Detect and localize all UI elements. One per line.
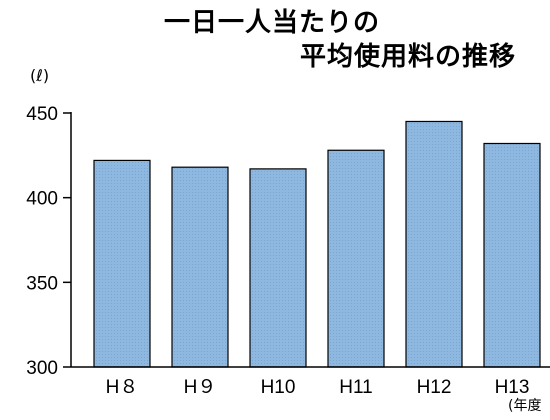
bar-H12	[405, 120, 463, 368]
x-tick-label-H13: H13	[495, 377, 530, 398]
y-tick-label-400: 400	[26, 189, 58, 210]
y-axis-unit-label: (ℓ)	[30, 66, 50, 85]
y-tick-label-450: 450	[26, 104, 58, 125]
y-tick-label-350: 350	[26, 273, 58, 294]
x-tick-label-H10: H10	[261, 377, 296, 398]
bar-H11	[327, 149, 385, 368]
bar-H10	[249, 168, 307, 368]
chart-title-line2: 平均使用料の推移	[300, 42, 517, 72]
bar-H13	[483, 142, 541, 368]
bar-H９	[171, 166, 229, 368]
y-tick-label-300: 300	[26, 358, 58, 379]
x-tick-label-H９: H９	[184, 377, 217, 398]
chart-title-line1: 一日一人当たりの	[164, 8, 381, 38]
x-tick-label-H11: H11	[339, 377, 372, 398]
x-tick-label-H８: H８	[106, 377, 139, 398]
bar-H８	[93, 159, 151, 368]
x-tick-label-H12: H12	[417, 377, 452, 398]
x-axis-unit-label: (年度	[508, 398, 542, 414]
